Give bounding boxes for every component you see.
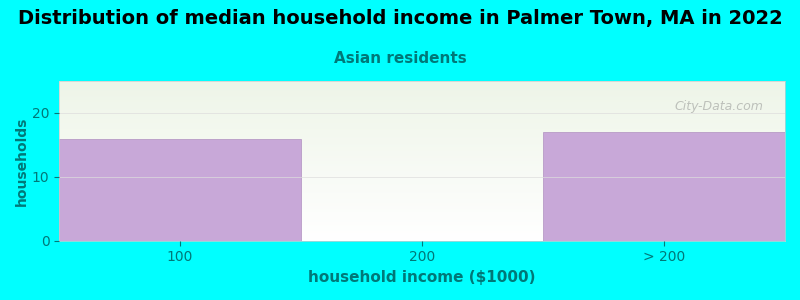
- Y-axis label: households: households: [15, 116, 29, 206]
- Text: Asian residents: Asian residents: [334, 51, 466, 66]
- Text: City-Data.com: City-Data.com: [674, 100, 763, 113]
- Text: Distribution of median household income in Palmer Town, MA in 2022: Distribution of median household income …: [18, 9, 782, 28]
- Bar: [59, 139, 301, 241]
- Bar: [543, 132, 785, 241]
- X-axis label: household income ($1000): household income ($1000): [308, 270, 536, 285]
